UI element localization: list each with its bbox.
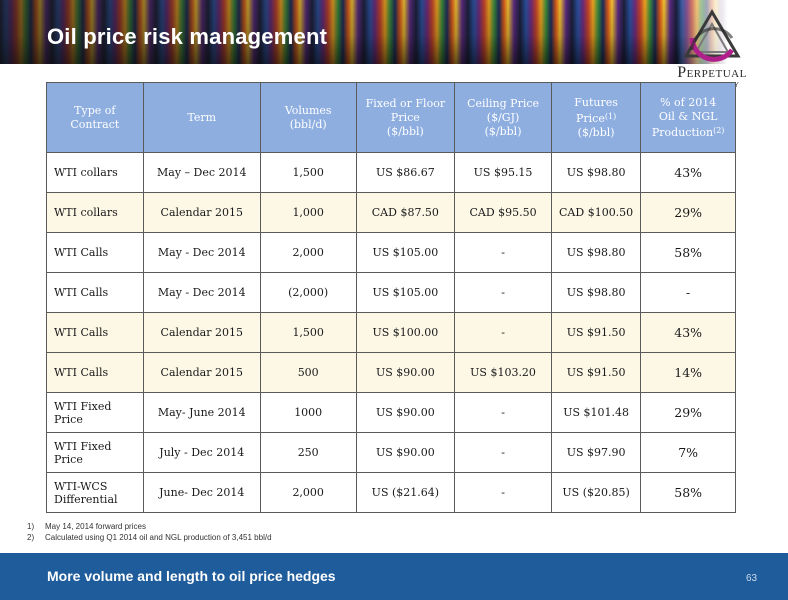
cell-contract-type: WTI collars [46,152,144,193]
header-fixed-floor-price: Fixed or Floor Price ($/bbl) [355,82,456,153]
cell-floor-price: US $105.00 [355,232,456,273]
cell-contract-type: WTI collars [46,192,144,233]
header-term: Term [142,82,261,153]
cell-term: May - Dec 2014 [142,272,261,313]
cell-ceiling-price: CAD $95.50 [454,192,552,233]
oil-hedges-table: Type of Contract Term Volumes (bbl/d) Fixe… [46,82,736,513]
cell-volume: 1,500 [259,152,357,193]
cell-floor-price: US $86.67 [355,152,456,193]
cell-volume: 1,500 [259,312,357,353]
cell-term: June- Dec 2014 [142,472,261,513]
cell-futures-price: US $91.50 [550,312,642,353]
cell-volume: 500 [259,352,357,393]
footer-bar [0,553,788,600]
cell-volume: 250 [259,432,357,473]
cell-futures-price: CAD $100.50 [550,192,642,233]
table-row: WTI Calls May - Dec 2014 2,000 US $105.00- U… [46,232,736,273]
cell-term: May- June 2014 [142,392,261,433]
cell-floor-price: US $90.00 [355,432,456,473]
cell-contract-type: WTI Fixed Price [46,432,144,473]
cell-floor-price: US ($21.64) [355,472,456,513]
table-row: WTI-WCS Differential June- Dec 2014 2,000 US… [46,472,736,513]
cell-contract-type: WTI Calls [46,272,144,313]
logo-wordmark: Perpetual [677,64,747,81]
cell-contract-type: WTI Calls [46,312,144,353]
cell-pct-production: 58% [640,232,736,273]
table-row: WTI Calls May - Dec 2014 (2,000) US $105.00… [46,272,736,313]
cell-volume: 2,000 [259,232,357,273]
cell-futures-price: US $98.80 [550,152,642,193]
table-row: WTI collars May – Dec 2014 1,500 US $86.67 U… [46,152,736,193]
table-row: WTI Fixed Price July - Dec 2014 250 US $90.… [46,432,736,473]
footnote-1: 1) May 14, 2014 forward prices [27,522,146,531]
table-row: WTI collars Calendar 2015 1,000 CAD $87.50 C… [46,192,736,233]
table-row: WTI Fixed Price May- June 2014 1000 US $90.… [46,392,736,433]
cell-term: July - Dec 2014 [142,432,261,473]
cell-contract-type: WTI Calls [46,232,144,273]
cell-futures-price: US $91.50 [550,352,642,393]
cell-contract-type: WTI Calls [46,352,144,393]
header-pct-production: % of 2014 Oil & NGL Production(2) [640,82,736,153]
cell-floor-price: US $105.00 [355,272,456,313]
footer-tagline: More volume and length to oil price hedg… [47,568,336,584]
cell-term: Calendar 2015 [142,192,261,233]
cell-floor-price: US $90.00 [355,352,456,393]
cell-term: May – Dec 2014 [142,152,261,193]
header-type-of-contract: Type of Contract [46,82,144,153]
perpetual-logo-icon [683,9,741,62]
cell-pct-production: - [640,272,736,313]
cell-floor-price: US $90.00 [355,392,456,433]
cell-ceiling-price: - [454,272,552,313]
cell-volume: 1,000 [259,192,357,233]
cell-pct-production: 58% [640,472,736,513]
cell-futures-price: US $98.80 [550,232,642,273]
header-ceiling-price: Ceiling Price ($/GJ) ($/bbl) [454,82,552,153]
cell-pct-production: 7% [640,432,736,473]
cell-pct-production: 14% [640,352,736,393]
cell-term: May - Dec 2014 [142,232,261,273]
cell-pct-production: 43% [640,152,736,193]
cell-futures-price: US $97.90 [550,432,642,473]
cell-futures-price: US $101.48 [550,392,642,433]
cell-ceiling-price: - [454,472,552,513]
table-row: WTI Calls Calendar 2015 1,500 US $100.00- US… [46,312,736,353]
cell-volume: 1000 [259,392,357,433]
header-futures-price: Futures Price(1) ($/bbl) [550,82,642,153]
cell-floor-price: US $100.00 [355,312,456,353]
table-header-row: Type of Contract Term Volumes (bbl/d) Fixe… [46,82,736,153]
cell-futures-price: US ($20.85) [550,472,642,513]
footnote-2: 2) Calculated using Q1 2014 oil and NGL p… [27,533,272,542]
table-row: WTI Calls Calendar 2015 500 US $90.00 US $10… [46,352,736,393]
header-volumes: Volumes (bbl/d) [259,82,357,153]
cell-contract-type: WTI Fixed Price [46,392,144,433]
cell-pct-production: 43% [640,312,736,353]
cell-term: Calendar 2015 [142,352,261,393]
cell-ceiling-price: US $95.15 [454,152,552,193]
cell-volume: 2,000 [259,472,357,513]
page-number: 63 [746,573,758,584]
cell-ceiling-price: - [454,432,552,473]
cell-pct-production: 29% [640,392,736,433]
slide-title: Oil price risk management [47,24,328,49]
cell-ceiling-price: - [454,392,552,433]
cell-ceiling-price: - [454,312,552,353]
cell-pct-production: 29% [640,192,736,233]
header-banner-shade [0,0,788,64]
cell-ceiling-price: US $103.20 [454,352,552,393]
cell-contract-type: WTI-WCS Differential [46,472,144,513]
cell-volume: (2,000) [259,272,357,313]
cell-term: Calendar 2015 [142,312,261,353]
cell-floor-price: CAD $87.50 [355,192,456,233]
cell-ceiling-price: - [454,232,552,273]
cell-futures-price: US $98.80 [550,272,642,313]
